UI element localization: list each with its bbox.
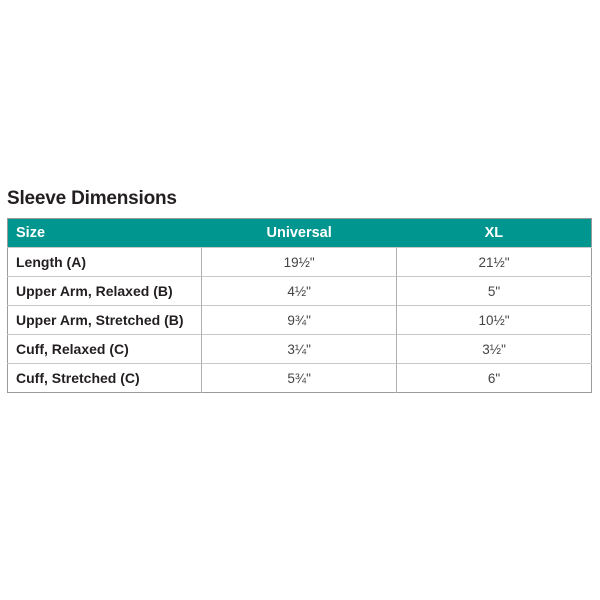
- xl-value: 6": [396, 363, 592, 393]
- table-row: Length (A) 19½" 21½": [7, 247, 592, 277]
- sleeve-dimensions-table: Size Universal XL Length (A) 19½" 21½" U…: [7, 218, 592, 393]
- table-title: Sleeve Dimensions: [7, 188, 177, 209]
- table-row: Upper Arm, Stretched (B) 9¾" 10½": [7, 305, 592, 335]
- row-label: Length (A): [7, 247, 202, 277]
- table-row: Cuff, Relaxed (C) 3¼" 3½": [7, 334, 592, 364]
- row-label: Cuff, Stretched (C): [7, 363, 202, 393]
- universal-value: 19½": [201, 247, 397, 277]
- xl-value: 3½": [396, 334, 592, 364]
- xl-value: 21½": [396, 247, 592, 277]
- row-label: Cuff, Relaxed (C): [7, 334, 202, 364]
- xl-value: 10½": [396, 305, 592, 335]
- row-label: Upper Arm, Stretched (B): [7, 305, 202, 335]
- column-header-universal: Universal: [201, 218, 397, 248]
- universal-value: 3¼": [201, 334, 397, 364]
- row-label: Upper Arm, Relaxed (B): [7, 276, 202, 306]
- column-header-xl: XL: [396, 218, 592, 248]
- universal-value: 5¾": [201, 363, 397, 393]
- header-row: Size Universal XL: [7, 218, 592, 248]
- universal-value: 4½": [201, 276, 397, 306]
- table-row: Cuff, Stretched (C) 5¾" 6": [7, 363, 592, 393]
- universal-value: 9¾": [201, 305, 397, 335]
- table-row: Upper Arm, Relaxed (B) 4½" 5": [7, 276, 592, 306]
- column-header-size: Size: [7, 218, 202, 248]
- xl-value: 5": [396, 276, 592, 306]
